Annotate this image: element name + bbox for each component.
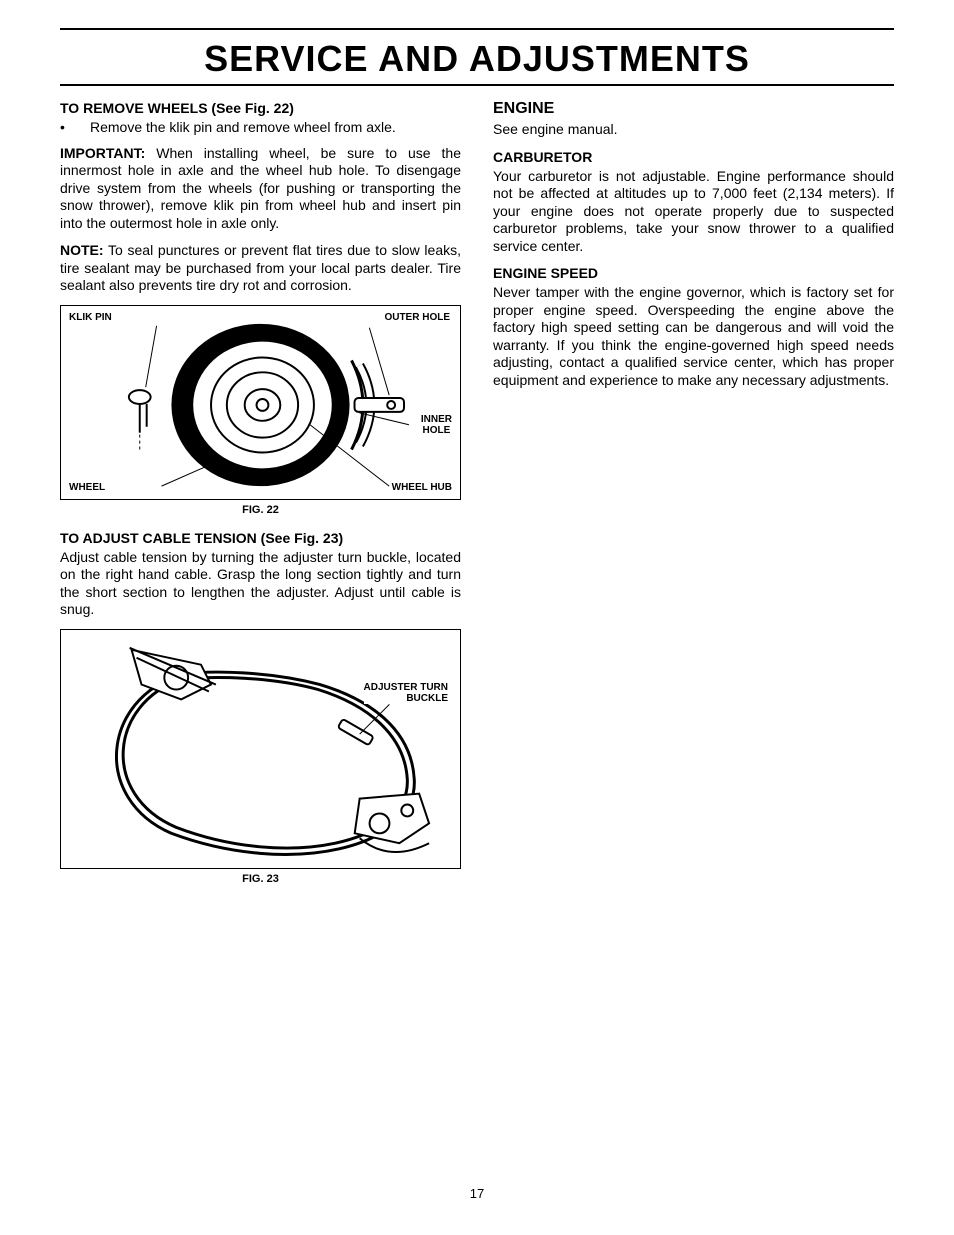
left-column: TO REMOVE WHEELS (See Fig. 22) • Remove …: [60, 100, 461, 899]
important-label: IMPORTANT:: [60, 145, 145, 161]
bullet-icon: •: [60, 119, 90, 137]
figure-22-svg: [61, 306, 460, 499]
page-title: SERVICE AND ADJUSTMENTS: [60, 32, 894, 84]
fig22-label-outer-hole: OUTER HOLE: [384, 312, 450, 323]
fig22-label-inner-hole: INNER HOLE: [421, 414, 452, 436]
fig23-caption: FIG. 23: [60, 873, 461, 885]
note-paragraph: NOTE: To seal punctures or prevent flat …: [60, 242, 461, 295]
fig22-label-wheel-hub: WHEEL HUB: [392, 482, 452, 493]
bullet-text: Remove the klik pin and remove wheel fro…: [90, 119, 396, 137]
remove-wheels-bullet: • Remove the klik pin and remove wheel f…: [60, 119, 461, 137]
figure-23-box: ADJUSTER TURN BUCKLE: [60, 629, 461, 869]
page-number: 17: [0, 1186, 954, 1201]
adjust-cable-heading: TO ADJUST CABLE TENSION (See Fig. 23): [60, 530, 461, 546]
fig23-label-adjuster: ADJUSTER TURN BUCKLE: [364, 682, 448, 704]
carburetor-heading: CARBURETOR: [493, 149, 894, 165]
rule-bottom: [60, 84, 894, 86]
fig22-label-wheel: WHEEL: [69, 482, 105, 493]
engine-speed-heading: ENGINE SPEED: [493, 265, 894, 281]
carburetor-text: Your carburetor is not adjustable. Engin…: [493, 168, 894, 256]
note-label: NOTE:: [60, 242, 104, 258]
engine-speed-text: Never tamper with the engine governor, w…: [493, 284, 894, 389]
right-column: ENGINE See engine manual. CARBURETOR You…: [493, 100, 894, 899]
adjust-cable-text: Adjust cable tension by turning the adju…: [60, 549, 461, 619]
figure-23-svg: [61, 630, 460, 868]
engine-heading: ENGINE: [493, 100, 894, 118]
fig22-label-klik-pin: KLIK PIN: [69, 312, 112, 323]
rule-top: [60, 28, 894, 30]
figure-22-box: KLIK PIN OUTER HOLE INNER HOLE WHEEL WHE…: [60, 305, 461, 500]
fig22-caption: FIG. 22: [60, 504, 461, 516]
engine-text: See engine manual.: [493, 121, 894, 139]
important-paragraph: IMPORTANT: When installing wheel, be sur…: [60, 145, 461, 233]
two-column-layout: TO REMOVE WHEELS (See Fig. 22) • Remove …: [60, 100, 894, 899]
note-text: To seal punctures or prevent flat tires …: [60, 242, 461, 293]
remove-wheels-heading: TO REMOVE WHEELS (See Fig. 22): [60, 100, 461, 116]
